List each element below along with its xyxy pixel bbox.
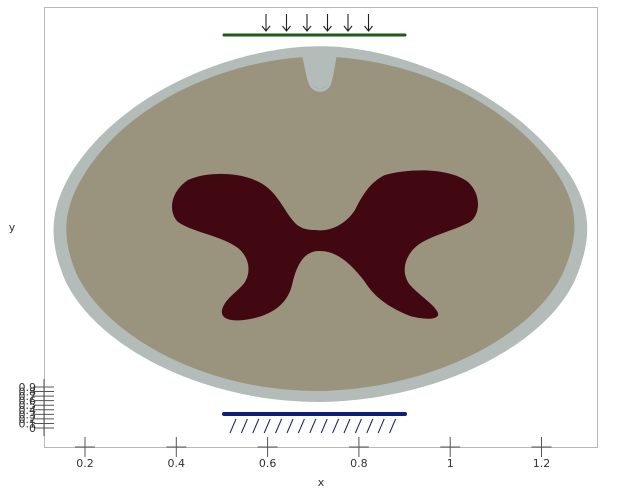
down-arrow-icon [302, 14, 312, 32]
hatch-line [377, 418, 385, 434]
down-arrow-icon [261, 14, 271, 32]
down-arrow-icon [282, 14, 291, 32]
y-tick-label: 0.8 [19, 386, 37, 399]
hatch-line [275, 418, 283, 434]
hatch-line [389, 418, 397, 434]
hatch-line [286, 418, 294, 434]
fixed-support-hatch [229, 418, 397, 434]
x-axis: 0.2 0.4 0.6 0.8 1 1.2 [75, 437, 552, 470]
x-tick-label: 0.2 [76, 457, 94, 470]
hatch-line [366, 418, 374, 434]
y-tick-label: 0 [29, 422, 36, 435]
hatch-line [354, 418, 362, 434]
x-tick-label: 0.4 [168, 457, 186, 470]
hatch-line [229, 418, 237, 434]
x-tick-label: 0.6 [259, 457, 277, 470]
x-tick: 1.2 [531, 437, 552, 470]
grey-matter-butterfly [172, 170, 478, 321]
down-arrow-icon [364, 14, 373, 32]
y-axis: 00.10.20.30.40.50.60.70.80.9 [19, 378, 54, 436]
x-tick: 0.4 [166, 437, 187, 470]
y-tick-label: 0.4 [19, 404, 37, 417]
x-tick: 0.8 [348, 437, 369, 470]
y-tick: 0.9 [19, 378, 54, 395]
x-axis-title: x [318, 476, 325, 489]
x-tick-label: 1 [447, 457, 454, 470]
y-tick-label: 0.5 [19, 399, 37, 412]
down-arrow-icon [343, 14, 353, 32]
y-tick-label: 0.2 [19, 413, 37, 426]
hatch-line [252, 418, 260, 434]
cord-inner-white-matter [66, 57, 575, 391]
x-tick: 0.2 [75, 437, 95, 470]
dorsal-sulcus [301, 51, 338, 92]
y-tick-label: 0.7 [19, 390, 37, 403]
hatch-line [240, 418, 248, 434]
hatch-line [343, 418, 351, 434]
y-axis-title: y [9, 221, 16, 234]
y-tick-label: 0.1 [19, 417, 37, 430]
y-tick-label: 0.6 [19, 395, 37, 408]
y-tick-label: 0.9 [19, 381, 37, 394]
hatch-line [309, 418, 317, 434]
down-arrow-icon [323, 14, 332, 32]
hatch-line [332, 418, 340, 434]
x-tick-label: 0.8 [350, 457, 368, 470]
hatch-line [297, 418, 305, 434]
y-tick-label: 0.3 [19, 408, 37, 421]
x-tick: 0.6 [257, 437, 278, 470]
x-tick: 1 [440, 437, 461, 470]
hatch-line [320, 418, 328, 434]
x-tick-label: 1.2 [533, 457, 551, 470]
load-arrows [261, 14, 373, 32]
hatch-line [263, 418, 271, 434]
